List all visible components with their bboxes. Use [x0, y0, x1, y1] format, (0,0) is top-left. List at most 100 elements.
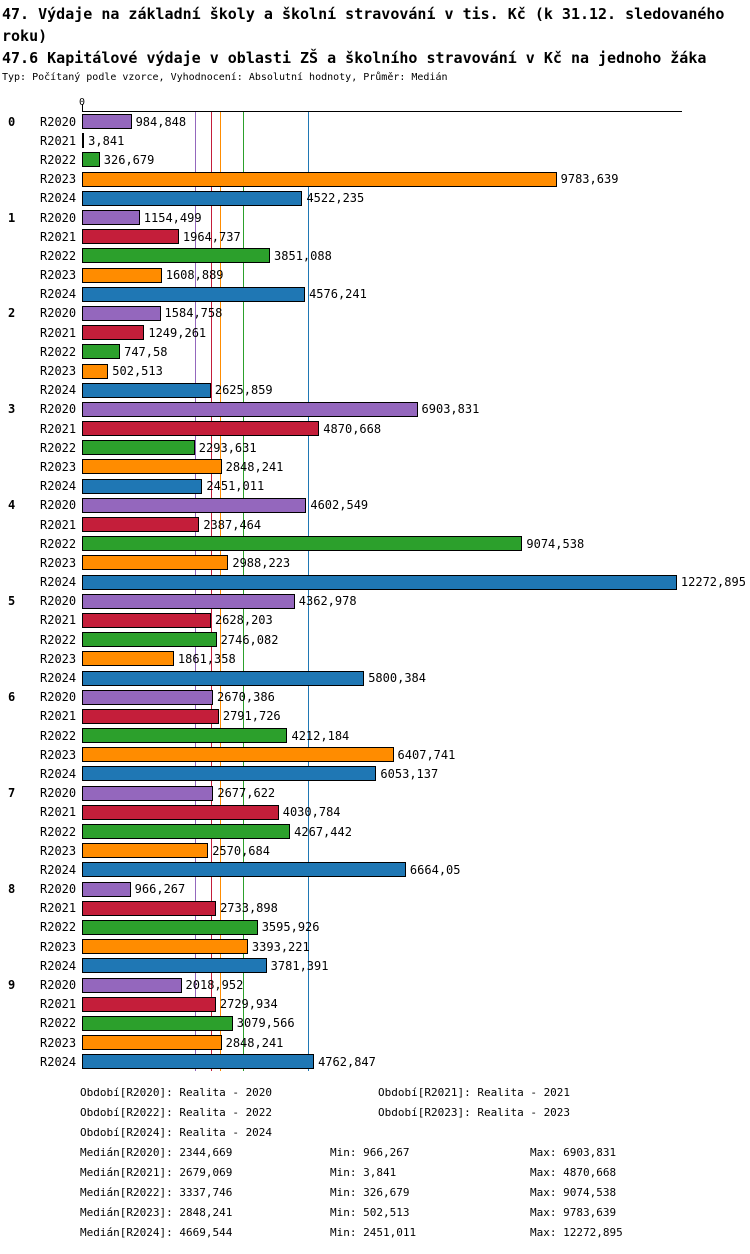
series-label: R2020 [40, 210, 77, 225]
bar-value-label: 6664,05 [409, 862, 461, 877]
bar-value-label: 6903,831 [421, 402, 480, 417]
bar-value-label: 4362,978 [298, 594, 357, 609]
chart-row: 4 R2020 4602,549 [0, 496, 750, 515]
bar-track: 2570,684 [82, 841, 682, 860]
series-label: R2021 [40, 805, 77, 820]
chart-row: 9 R2020 2018,952 [0, 975, 750, 994]
bar-track: 6664,05 [82, 860, 682, 879]
stat-max: Max: 6903,831 [530, 1146, 617, 1160]
chart-row: R2024 6053,137 [0, 764, 750, 783]
stat-median: Medián[R2021]: 2679,069 [80, 1166, 233, 1180]
bar-r2022-group-9 [82, 1015, 233, 1031]
bar-r2020-group-1 [82, 210, 140, 226]
legend-row: Období[R2022]: Realita - 2022 Období[R20… [80, 1103, 750, 1123]
bar-value-label: 2988,223 [232, 555, 291, 570]
bar-track: 4267,442 [82, 822, 682, 841]
stats-row-r2024: Medián[R2024]: 4669,544 Min: 2451,011 Ma… [80, 1223, 750, 1243]
chart-row: R2023 2570,684 [0, 841, 750, 860]
bar-track: 12272,895 [82, 573, 746, 592]
chart-row: R2024 4762,847 [0, 1052, 750, 1071]
chart-row: R2021 2628,203 [0, 611, 750, 630]
series-label: R2023 [40, 1035, 77, 1050]
group-label: 2 [8, 306, 16, 321]
chart-row: 6 R2020 2670,386 [0, 688, 750, 707]
chart-row: R2022 9074,538 [0, 534, 750, 553]
bar-value-label: 4576,241 [309, 287, 367, 302]
series-label: R2021 [40, 997, 77, 1012]
legend-item-r2022: Období[R2022]: Realita - 2022 [80, 1106, 273, 1120]
bar-track: 2746,082 [82, 630, 682, 649]
bar-r2021-group-9 [82, 996, 216, 1012]
bar-track: 747,58 [82, 342, 682, 361]
median-line-r2024 [307, 112, 309, 1072]
series-label: R2023 [40, 172, 77, 187]
series-label: R2021 [40, 325, 77, 340]
series-label: R2024 [40, 862, 77, 877]
bar-track: 2988,223 [82, 553, 682, 572]
series-label: R2024 [40, 766, 77, 781]
bar-r2021-group-2 [82, 325, 145, 341]
bar-track: 1584,758 [82, 304, 682, 323]
series-label: R2022 [40, 536, 77, 551]
legend-row: Období[R2024]: Realita - 2024 [80, 1123, 750, 1143]
bar-value-label: 2625,859 [214, 383, 273, 398]
stat-max: Max: 4870,668 [530, 1166, 617, 1180]
bar-r2023-group-8 [82, 939, 248, 955]
bar-track: 2670,386 [82, 688, 682, 707]
stat-median: Medián[R2024]: 4669,544 [80, 1226, 233, 1240]
legend-item-r2023: Období[R2023]: Realita - 2023 [378, 1106, 571, 1120]
series-label: R2023 [40, 939, 77, 954]
bar-r2024-group-5 [82, 670, 365, 686]
series-label: R2021 [40, 517, 77, 532]
series-label: R2022 [40, 440, 77, 455]
series-label: R2021 [40, 901, 77, 916]
bar-r2024-group-6 [82, 766, 377, 782]
chart-row: R2022 3851,088 [0, 246, 750, 265]
bar-r2020-group-2 [82, 305, 161, 321]
series-label: R2021 [40, 229, 77, 244]
bar-r2024-group-4 [82, 574, 677, 590]
series-label: R2021 [40, 133, 77, 148]
chart: 0 0 R2020 984,848 R2021 3,841 R2022 326,679 R20… [0, 95, 750, 1072]
bar-track: 2625,859 [82, 381, 682, 400]
bar-r2022-group-7 [82, 824, 291, 840]
series-label: R2022 [40, 824, 77, 839]
series-label: R2020 [40, 594, 77, 609]
chart-row: R2024 5800,384 [0, 668, 750, 687]
bar-r2022-group-5 [82, 632, 217, 648]
series-label: R2022 [40, 728, 77, 743]
chart-row: 1 R2020 1154,499 [0, 208, 750, 227]
group-label: 9 [8, 978, 16, 993]
bar-r2020-group-7 [82, 785, 214, 801]
series-label: R2022 [40, 344, 77, 359]
group-label: 0 [8, 114, 16, 129]
series-label: R2020 [40, 786, 77, 801]
chart-row: 8 R2020 966,267 [0, 880, 750, 899]
chart-row: R2024 4576,241 [0, 285, 750, 304]
bar-track: 3851,088 [82, 246, 682, 265]
chart-row: R2022 3079,566 [0, 1014, 750, 1033]
bar-value-label: 2848,241 [225, 459, 284, 474]
stat-min: Min: 326,679 [330, 1186, 410, 1200]
bar-track: 4576,241 [82, 285, 682, 304]
series-label: R2024 [40, 383, 77, 398]
chart-row: 7 R2020 2677,622 [0, 784, 750, 803]
bar-r2022-group-2 [82, 344, 121, 360]
bar-value-label: 2628,203 [214, 613, 273, 628]
chart-row: R2021 4870,668 [0, 419, 750, 438]
bar-track: 3595,926 [82, 918, 682, 937]
bar-value-label: 2733,898 [220, 901, 278, 916]
chart-row: 3 R2020 6903,831 [0, 400, 750, 419]
series-label: R2024 [40, 958, 77, 973]
chart-row: R2024 2451,011 [0, 477, 750, 496]
bar-track: 1608,889 [82, 266, 682, 285]
chart-row: 2 R2020 1584,758 [0, 304, 750, 323]
bar-r2024-group-7 [82, 862, 406, 878]
series-label: R2021 [40, 709, 77, 724]
bar-r2023-group-5 [82, 651, 174, 667]
chart-row: R2023 6407,741 [0, 745, 750, 764]
bar-value-label: 3393,221 [251, 939, 310, 954]
legend-item-r2024: Období[R2024]: Realita - 2024 [80, 1126, 273, 1140]
bar-r2023-group-3 [82, 459, 222, 475]
bar-track: 4030,784 [82, 803, 682, 822]
